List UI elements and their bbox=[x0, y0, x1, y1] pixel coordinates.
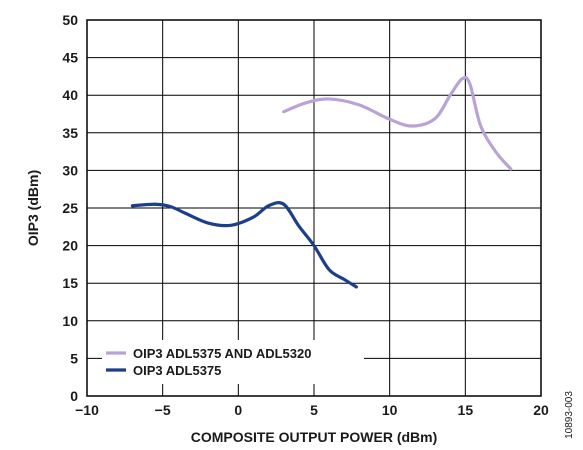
legend-background bbox=[102, 340, 364, 384]
y-tick-label: 30 bbox=[62, 162, 78, 178]
legend-label: OIP3 ADL5375 bbox=[133, 363, 221, 378]
plot-frame bbox=[86, 19, 542, 397]
x-tick-label: −5 bbox=[155, 402, 171, 418]
y-tick-label: 45 bbox=[62, 50, 78, 66]
y-tick-label: 40 bbox=[62, 87, 78, 103]
x-tick-label: 0 bbox=[234, 402, 242, 418]
legend: OIP3 ADL5375 AND ADL5320 OIP3 ADL5375 bbox=[102, 340, 364, 384]
y-tick-label: 0 bbox=[70, 388, 78, 404]
x-tick-label: 15 bbox=[458, 402, 474, 418]
legend-label: OIP3 ADL5375 AND ADL5320 bbox=[133, 346, 311, 361]
y-tick-label: 15 bbox=[62, 275, 78, 291]
y-tick-label: 50 bbox=[62, 12, 78, 28]
x-axis-title: COMPOSITE OUTPUT POWER (dBm) bbox=[191, 429, 438, 445]
figure-id: 10893-003 bbox=[564, 391, 575, 439]
series-line-1 bbox=[282, 75, 513, 171]
x-tick-label: 10 bbox=[382, 402, 398, 418]
y-tick-label: 10 bbox=[62, 313, 78, 329]
grid bbox=[86, 19, 542, 397]
x-tick-label: −10 bbox=[75, 402, 99, 418]
x-tick-label: 20 bbox=[533, 402, 549, 418]
y-tick-label: 25 bbox=[62, 200, 78, 216]
series-lines bbox=[130, 75, 513, 289]
x-tick-label: 5 bbox=[310, 402, 318, 418]
y-axis-title: OIP3 (dBm) bbox=[25, 170, 41, 246]
series-line-2 bbox=[130, 201, 358, 289]
tick-labels: −10 −5 0 5 10 15 20 0 5 10 15 20 25 30 35 40 45 50 bbox=[62, 12, 549, 418]
y-tick-label: 35 bbox=[62, 125, 78, 141]
y-tick-label: 20 bbox=[62, 238, 78, 254]
y-tick-label: 5 bbox=[70, 350, 78, 366]
